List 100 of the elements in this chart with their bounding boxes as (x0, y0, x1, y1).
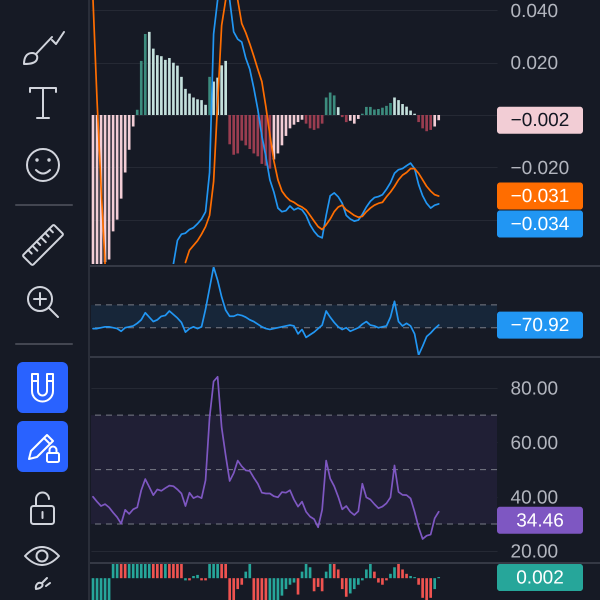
y-tick-label: −0.020 (510, 158, 570, 179)
bar (332, 95, 336, 116)
bar (373, 110, 376, 116)
bar (92, 578, 94, 600)
line-series (92, 0, 106, 264)
bar (316, 115, 320, 128)
bar (312, 115, 316, 130)
bar (268, 578, 272, 600)
bar (216, 564, 219, 578)
bar (244, 115, 248, 146)
bar (304, 564, 308, 578)
text: 34.46 (516, 510, 564, 532)
bar (224, 60, 227, 116)
bar (104, 578, 106, 600)
bar (296, 578, 300, 595)
bar (208, 564, 211, 578)
bar (200, 100, 203, 116)
bar (397, 564, 400, 578)
bar (116, 564, 118, 578)
bar (369, 564, 372, 578)
bar (168, 564, 171, 578)
bar (180, 564, 183, 578)
bar (148, 32, 151, 116)
y-tick-label: 0.040 (510, 0, 558, 22)
bar (393, 567, 396, 578)
bar (365, 106, 368, 116)
bar (421, 578, 424, 598)
bar (389, 102, 392, 116)
y-tick-label: 0.020 (510, 53, 558, 74)
bar (228, 578, 232, 600)
bar (328, 92, 332, 116)
bar (236, 115, 240, 154)
bar (344, 578, 348, 597)
bar (300, 115, 304, 120)
bar (112, 564, 114, 578)
bar (433, 115, 436, 127)
bar (176, 564, 179, 578)
bar (312, 578, 316, 592)
bar (433, 578, 436, 590)
bar (108, 115, 110, 260)
text: −0.034 (510, 214, 570, 236)
bar (220, 65, 223, 116)
bar (348, 578, 352, 594)
bar (248, 564, 252, 578)
bar (120, 564, 122, 578)
bar (393, 97, 396, 116)
bar (280, 578, 284, 596)
bar (425, 578, 428, 600)
bar (156, 564, 159, 578)
bar (232, 115, 236, 155)
bar (164, 564, 167, 578)
bar (192, 97, 195, 116)
bar (264, 578, 268, 600)
text: −70.92 (510, 315, 570, 336)
y-tick-label: 80.00 (510, 378, 558, 400)
bar (132, 564, 135, 578)
bar (377, 109, 380, 116)
bar (92, 115, 94, 264)
bar (381, 578, 384, 585)
bar (96, 578, 98, 600)
bar (252, 578, 256, 600)
bar (296, 115, 300, 122)
bar (405, 574, 408, 578)
text: 0.002 (516, 568, 564, 588)
bar (96, 115, 98, 264)
bar (128, 564, 131, 578)
bar (429, 115, 432, 130)
bar (196, 99, 199, 116)
bar (348, 115, 352, 121)
bar (144, 34, 147, 116)
bar (240, 578, 244, 585)
bar (224, 564, 227, 578)
bar (232, 578, 236, 600)
bar (108, 578, 110, 600)
bar (292, 115, 296, 125)
bar (256, 578, 260, 600)
bar (160, 56, 163, 116)
bar (288, 578, 292, 585)
bar (252, 115, 256, 154)
bar (409, 110, 412, 116)
bar (429, 578, 432, 598)
bar (356, 578, 360, 585)
line-series (184, 0, 227, 264)
bar (421, 115, 424, 128)
bar (272, 578, 276, 600)
bar (377, 578, 380, 583)
bar (308, 115, 312, 128)
bar (124, 564, 126, 578)
bar (336, 107, 340, 116)
bar (212, 564, 215, 578)
bar (164, 60, 167, 116)
bar (292, 578, 296, 583)
bar (136, 564, 139, 578)
text: −0.031 (510, 186, 570, 208)
text: −0.002 (510, 110, 570, 132)
bar (276, 578, 280, 600)
bar (148, 564, 151, 578)
bar (332, 564, 336, 578)
bar (220, 564, 223, 578)
line-series (172, 0, 218, 264)
